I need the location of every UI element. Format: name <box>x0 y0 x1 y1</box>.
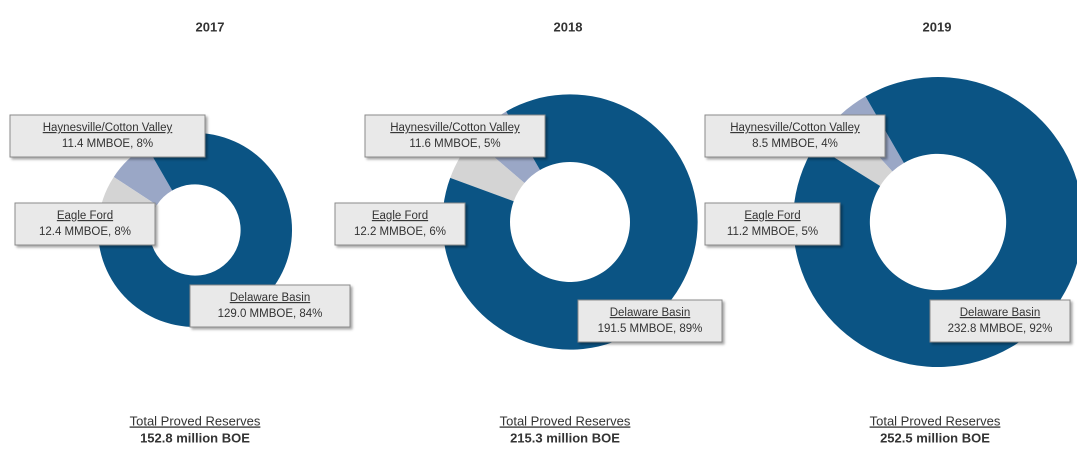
donut-segment <box>113 145 173 206</box>
value-label: 12.2 MMBOE, 6% <box>354 226 446 238</box>
label-box <box>9 114 206 158</box>
category-label: Delaware Basin <box>960 307 1041 319</box>
label-box <box>364 114 546 158</box>
donut-segment <box>793 77 1077 367</box>
footer-value: 252.5 million BOE <box>880 430 990 445</box>
donut-segment <box>442 94 698 350</box>
label-box <box>929 299 1071 343</box>
chart-title: 2017 <box>196 19 225 34</box>
value-label: 11.2 MMBOE, 5% <box>727 226 818 238</box>
chart-title: 2019 <box>923 19 952 34</box>
category-label: Delaware Basin <box>610 307 691 319</box>
footer-label: Total Proved Reserves <box>130 413 261 428</box>
category-label: Delaware Basin <box>230 292 311 304</box>
category-label: Eagle Ford <box>372 210 428 222</box>
label-box <box>189 284 351 328</box>
category-label: Eagle Ford <box>57 210 113 222</box>
value-label: 12.4 MMBOE, 8% <box>39 226 131 238</box>
value-label: 232.8 MMBOE, 92% <box>948 323 1053 335</box>
footer-label: Total Proved Reserves <box>870 413 1001 428</box>
label-box <box>704 202 841 246</box>
chart-title: 2018 <box>554 19 583 34</box>
category-label: Haynesville/Cotton Valley <box>43 122 173 134</box>
value-label: 11.4 MMBOE, 8% <box>62 138 153 150</box>
label-box <box>14 202 156 246</box>
label-box <box>704 114 886 158</box>
category-label: Haynesville/Cotton Valley <box>730 122 860 134</box>
footer-value: 215.3 million BOE <box>510 430 620 445</box>
category-label: Haynesville/Cotton Valley <box>390 122 520 134</box>
footer-value: 152.8 million BOE <box>140 430 250 445</box>
value-label: 129.0 MMBOE, 84% <box>218 308 323 320</box>
category-label: Eagle Ford <box>744 210 800 222</box>
footer-label: Total Proved Reserves <box>500 413 631 428</box>
label-box <box>334 202 466 246</box>
value-label: 8.5 MMBOE, 4% <box>752 138 838 150</box>
donut-segment <box>97 132 293 328</box>
label-box <box>577 299 723 343</box>
value-label: 11.6 MMBOE, 5% <box>409 138 500 150</box>
value-label: 191.5 MMBOE, 89% <box>598 323 703 335</box>
